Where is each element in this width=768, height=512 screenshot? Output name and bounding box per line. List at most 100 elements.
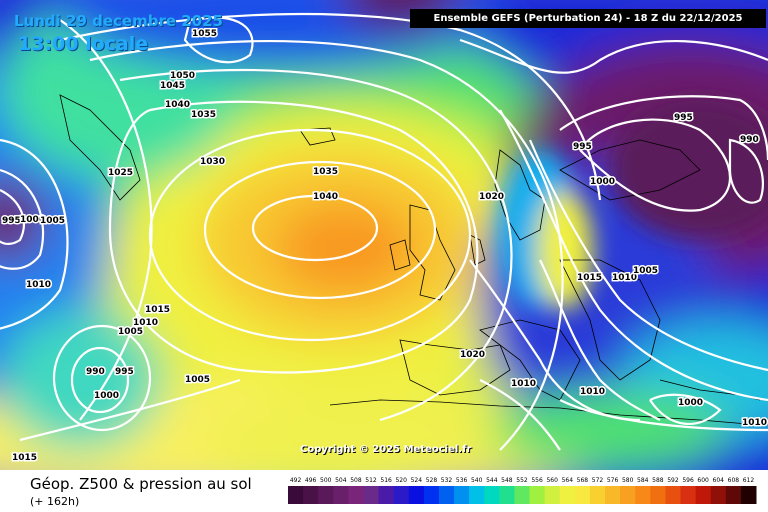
scale-swatch: [408, 486, 425, 504]
scale-tick-label: 536: [456, 477, 468, 484]
scale-swatch: [438, 486, 455, 504]
isobar-label: 1005: [185, 375, 210, 385]
scale-tick-label: 520: [395, 477, 407, 484]
isobar-label: 1000: [94, 391, 119, 401]
isobar-label: 1005: [40, 216, 65, 226]
isobars: [0, 12, 768, 451]
scale-tick-label: 492: [290, 477, 302, 484]
scale-swatch: [544, 486, 561, 504]
scale-swatch: [423, 486, 440, 504]
scale-tick-label: 572: [592, 477, 604, 484]
scale-tick-label: 532: [441, 477, 453, 484]
isobar-label: 1000: [20, 215, 45, 225]
scale-tick-label: 516: [380, 477, 392, 484]
isobar-label: 1010: [612, 273, 637, 283]
scale-swatch: [484, 486, 500, 504]
isobar-label: 990: [740, 135, 759, 145]
scale-tick-label: 584: [637, 477, 649, 484]
isobar-label: 1040: [313, 192, 338, 202]
run-info-banner: Ensemble GEFS (Perturbation 24) - 18 Z d…: [410, 9, 766, 28]
copyright-notice: Copyright © 2025 Meteociel.fr: [300, 444, 472, 455]
isobar-labels: 1055 1050 1045 1040 1035 1030 1025 995 1…: [1, 28, 768, 465]
scale-swatch: [514, 486, 531, 504]
coastlines: [59, 94, 761, 426]
scale-swatch: [725, 486, 742, 504]
scale-tick-label: 560: [546, 477, 558, 484]
isobar-label: 1015: [577, 273, 602, 283]
scale-swatch: [318, 486, 334, 504]
scale-tick-label: 528: [426, 477, 438, 484]
isobar-label: 1010: [133, 318, 158, 328]
isobar-label: 1010: [742, 418, 767, 428]
isobar-label: 1010: [580, 387, 605, 397]
scale-tick-label: 508: [350, 477, 362, 484]
isobar-label: 995: [2, 216, 21, 226]
isobar-label: 1050: [170, 71, 195, 81]
scale-tick-label: 496: [305, 477, 317, 484]
scale-swatch: [333, 486, 349, 504]
isobar-label: 1020: [479, 192, 504, 202]
scale-swatch: [499, 486, 515, 504]
scale-swatch: [303, 486, 319, 504]
scale-tick-label: 548: [501, 477, 513, 484]
scale-swatch: [288, 486, 304, 504]
scale-swatch: [574, 486, 591, 504]
scale-swatch: [680, 486, 697, 504]
forecast-time: 13:00 locale: [18, 33, 149, 55]
scale-swatch: [454, 486, 470, 504]
isobar-label: 1010: [511, 379, 536, 389]
isobar-label: 1000: [590, 177, 615, 187]
isobar-label: 1055: [192, 29, 217, 39]
scale-swatch: [635, 486, 651, 504]
isobar-label: 1040: [165, 100, 190, 110]
scale-swatch: [650, 486, 666, 504]
isobar-label: 1045: [160, 81, 185, 91]
scale-swatch: [378, 486, 395, 504]
isobar-label: 1025: [108, 168, 133, 178]
scale-swatch: [695, 486, 712, 504]
scale-swatch: [605, 486, 621, 504]
scale-tick-label: 596: [682, 477, 694, 484]
scale-tick-label: 576: [607, 477, 619, 484]
scale-tick-label: 588: [652, 477, 664, 484]
isobar-label: 1015: [12, 453, 37, 463]
weather-map: 1055 1050 1045 1040 1035 1030 1025 995 1…: [0, 0, 768, 470]
scale-tick-label: 608: [728, 477, 740, 484]
scale-tick-label: 580: [622, 477, 634, 484]
scale-tick-label: 564: [562, 477, 574, 484]
scale-tick-label: 512: [365, 477, 377, 484]
isobar-label: 1005: [118, 327, 143, 337]
scale-swatch: [665, 486, 682, 504]
scale-tick-label: 544: [486, 477, 498, 484]
scale-swatch: [559, 486, 576, 504]
isobar-label: 1005: [633, 266, 658, 276]
isobar-label: 1035: [191, 110, 216, 120]
scale-tick-label: 552: [516, 477, 528, 484]
scale-swatch: [348, 486, 364, 504]
isobar-label: 1035: [313, 167, 338, 177]
scale-tick-label: 556: [531, 477, 543, 484]
isobar-label: 990: [86, 367, 105, 377]
scale-swatch: [393, 486, 410, 504]
scale-swatch: [529, 486, 546, 504]
scale-swatch: [740, 486, 757, 504]
scale-tick-label: 604: [713, 477, 725, 484]
scale-tick-label: 540: [471, 477, 483, 484]
scale-swatch: [589, 486, 606, 504]
isobar-label: 995: [674, 113, 693, 123]
geopotential-field: 1055 1050 1045 1040 1035 1030 1025 995 1…: [0, 0, 768, 470]
scale-swatch: [620, 486, 636, 504]
isobar-label: 1010: [26, 280, 51, 290]
scale-tick-label: 568: [577, 477, 589, 484]
variable-title: Géop. Z500 & pression au sol: [30, 475, 252, 493]
scale-tick-label: 500: [320, 477, 332, 484]
scale-tick-label: 592: [667, 477, 679, 484]
lead-time: (+ 162h): [30, 495, 80, 508]
scale-tick-label: 612: [743, 477, 755, 484]
isobar-label: 1030: [200, 157, 225, 167]
scale-swatch: [363, 486, 380, 504]
scale-tick-label: 600: [697, 477, 709, 484]
scale-tick-label: 504: [335, 477, 347, 484]
isobar-label: 1015: [145, 305, 170, 315]
isobar-label: 995: [115, 367, 134, 377]
